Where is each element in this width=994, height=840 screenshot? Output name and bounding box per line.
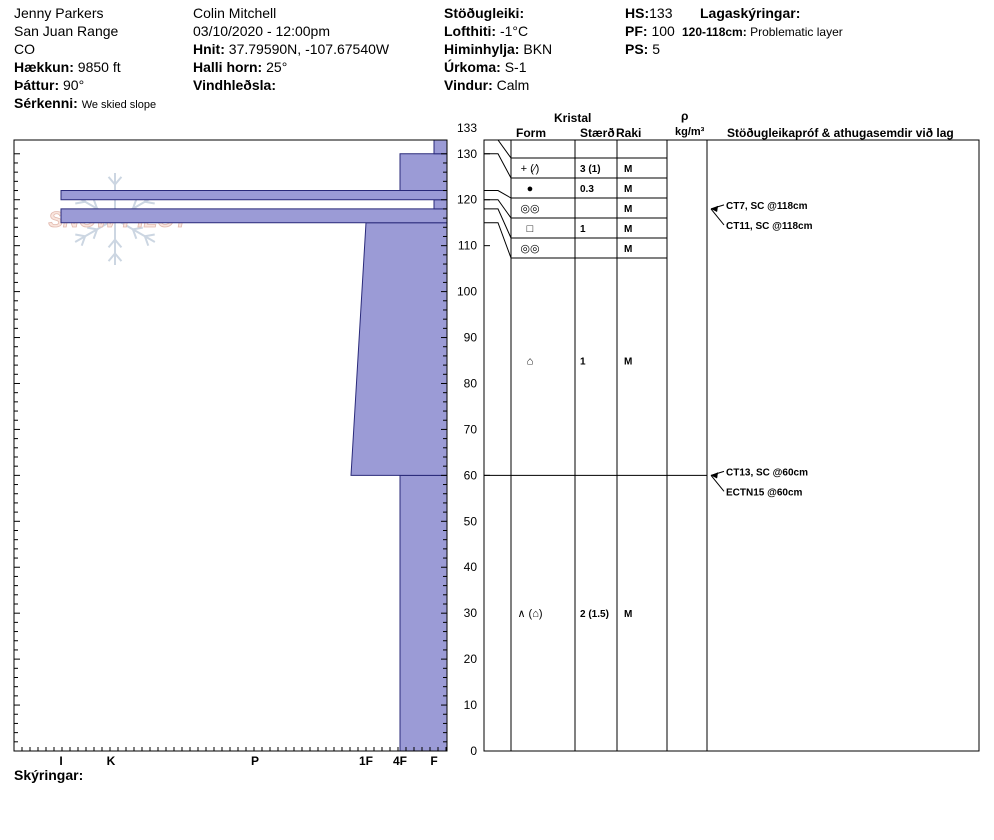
hardness-tick-label: F xyxy=(430,754,437,768)
grain-size: 1 xyxy=(580,357,586,368)
grain-form: □ xyxy=(527,223,534,235)
depth-tick-label: 60 xyxy=(464,468,478,482)
hardness-tick-label: K xyxy=(107,754,116,768)
layer-connector xyxy=(484,190,512,199)
hs-value: HS:133 xyxy=(625,5,673,21)
grain-form: ● xyxy=(527,183,534,195)
grain-form: ◎◎ xyxy=(520,243,539,255)
stability: Stöðugleiki: xyxy=(444,5,525,21)
grain-moisture: M xyxy=(624,357,632,368)
grain-form: ∧ (⌂) xyxy=(517,608,542,620)
depth-tick-label: 20 xyxy=(464,652,478,666)
specifics: Sérkenni: We skied slope xyxy=(14,95,157,111)
aspect: Þáttur: 90° xyxy=(14,77,85,93)
grain-size: 0.3 xyxy=(580,184,594,195)
grain-moisture: M xyxy=(624,204,632,215)
test-arrow xyxy=(710,208,725,226)
grain-size: 2 (1.5) xyxy=(580,609,609,620)
grain-form: ⌂ xyxy=(527,356,534,368)
col-form: Form xyxy=(516,126,546,140)
layer-notes: 120-118cm: Problematic layer xyxy=(682,25,843,39)
grain-form: + (⁄) xyxy=(521,163,540,175)
hardness-tick-label: P xyxy=(251,754,259,768)
grain-moisture: M xyxy=(624,609,632,620)
table-border xyxy=(483,139,980,752)
hardness-layer-1 xyxy=(350,222,448,476)
stability-test-label: CT11, SC @118cm xyxy=(726,221,813,232)
layer-connector xyxy=(484,199,512,219)
stability-test-label: CT7, SC @118cm xyxy=(726,201,808,212)
depth-tick-label: 70 xyxy=(464,422,478,436)
stability-tests: CT7, SC @118cm CT11, SC @118cm CT13, SC @6… xyxy=(710,201,813,498)
col-moisture: Raki xyxy=(616,126,642,140)
mountain-range: San Juan Range xyxy=(14,23,119,39)
hardness-layers xyxy=(60,139,448,752)
depth-tick-label: 133 xyxy=(457,121,477,135)
slope-angle: Halli horn: 25° xyxy=(193,59,288,75)
sky-cover: Himinhylja: BKN xyxy=(444,41,553,57)
test-arrowhead xyxy=(711,205,718,212)
depth-tick-label: 110 xyxy=(458,239,477,253)
layer-table: + (⁄) 3 (1) M ● 0.3 M ◎◎ M □ 1 M ◎◎ M ⌂ 1 M ∧ (⌂) 2 (1.5)… xyxy=(483,139,980,752)
depth-tick-label: 120 xyxy=(457,193,477,207)
depth-tick-label: 30 xyxy=(464,606,478,620)
test-arrowhead xyxy=(711,472,718,479)
observer-name: Jenny Parkers xyxy=(14,5,104,21)
depth-tick-label: 50 xyxy=(464,514,478,528)
date-time: 03/10/2020 - 12:00pm xyxy=(193,23,330,39)
col-tests: Stöðugleikapróf & athugasemdir við lag xyxy=(727,126,954,140)
grain-moisture: M xyxy=(624,244,632,255)
author: Colin Mitchell xyxy=(193,5,277,21)
wind: Vindur: Calm xyxy=(444,77,530,93)
depth-axis: 0 10 20 30 40 50 60 70 80 90 100 110 120 130 133 xyxy=(14,121,477,758)
ps-value: PS: 5 xyxy=(625,41,661,57)
depth-tick-label: 40 xyxy=(464,560,478,574)
grain-size: 3 (1) xyxy=(580,164,601,175)
grain-size: 1 xyxy=(580,224,586,235)
hardness-tick-label: I xyxy=(59,754,62,768)
depth-tick-label: 100 xyxy=(457,285,477,299)
col-density: kg/m³ xyxy=(675,126,705,138)
footer-notes-label: Skýringar: xyxy=(14,767,84,783)
hardness-layer-4 xyxy=(60,190,448,201)
grain-form: ◎◎ xyxy=(520,203,539,215)
col-crystal: Kristal xyxy=(554,111,592,125)
hardness-axis: I K P 1F 4F F xyxy=(21,747,447,768)
depth-tick-label: 130 xyxy=(457,147,477,161)
layer-connector xyxy=(484,208,512,239)
layer-connector xyxy=(484,139,512,159)
state: CO xyxy=(14,41,35,57)
grain-moisture: M xyxy=(624,164,632,175)
layer-connector xyxy=(484,153,512,179)
elevation: Hækkun: 9850 ft xyxy=(14,59,121,75)
hardness-layer-5 xyxy=(399,153,448,192)
grain-moisture: M xyxy=(624,224,632,235)
test-arrow xyxy=(710,475,725,492)
pf-value: PF: 100 xyxy=(625,23,675,39)
hardness-tick-label: 1F xyxy=(359,754,373,768)
depth-tick-label: 80 xyxy=(464,376,478,390)
layer-connector xyxy=(484,222,512,259)
grain-moisture: M xyxy=(624,184,632,195)
depth-tick-label: 10 xyxy=(464,698,478,712)
depth-tick-label: 90 xyxy=(464,331,478,345)
stability-test-label: ECTN15 @60cm xyxy=(726,487,803,498)
col-size: Stærð xyxy=(580,126,615,140)
wind-loading: Vindhleðsla: xyxy=(193,77,276,93)
coordinates: Hnit: 37.79590N, -107.67540W xyxy=(193,41,390,57)
depth-tick-label: 0 xyxy=(470,744,477,758)
col-rho: ρ xyxy=(681,109,689,123)
hardness-layer-2 xyxy=(60,208,448,224)
air-temp: Lofthiti: -1°C xyxy=(444,23,529,39)
hardness-layer-3 xyxy=(433,199,448,210)
stability-test-label: CT13, SC @60cm xyxy=(726,467,808,478)
hardness-layer-6 xyxy=(433,139,448,155)
hardness-tick-label: 4F xyxy=(393,754,407,768)
precipitation: Úrkoma: S-1 xyxy=(444,59,527,75)
layer-notes-label: Lagaskýringar: xyxy=(700,5,801,21)
hardness-layer-0 xyxy=(399,474,448,752)
